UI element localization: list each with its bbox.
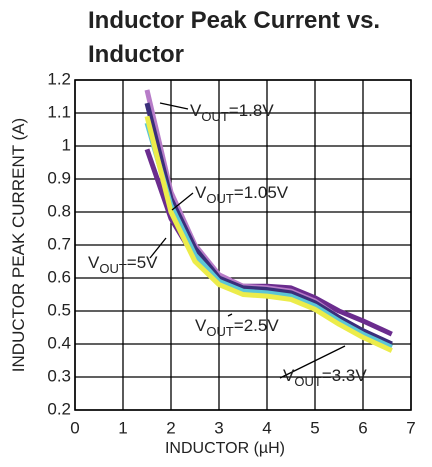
y-tick-label: 0.6 [47, 267, 71, 286]
annotation-part: =2.5V [234, 316, 280, 335]
annotation-sub: OUT [294, 374, 322, 389]
annotation-part: V [88, 253, 100, 272]
annotation-sub: OUT [99, 261, 127, 276]
annotation-part: V [190, 101, 202, 120]
y-tick-label: 0.8 [47, 201, 71, 220]
y-tick-label: 0.4 [47, 333, 71, 352]
y-tick-label: 0.7 [47, 234, 71, 253]
chart-title: Inductor [88, 41, 184, 68]
annotation-part: =5V [127, 253, 158, 272]
chart-title: Inductor Peak Current vs. [88, 7, 380, 34]
x-tick-label: 6 [358, 418, 367, 437]
y-tick-label: 1 [62, 135, 71, 154]
annotation-part: =1.05V [234, 183, 289, 202]
annotation: VOUT=2.5V [195, 316, 279, 339]
leader-line [159, 102, 189, 110]
x-tick-label: 5 [310, 418, 319, 437]
y-tick-label: 0.3 [47, 366, 71, 385]
series-line [144, 115, 393, 353]
leader-line [227, 313, 233, 317]
annotation-part: V [283, 366, 295, 385]
annotation: VOUT=3.3V [283, 366, 367, 389]
annotation-sub: OUT [206, 324, 234, 339]
annotation-part: =3.3V [322, 366, 368, 385]
plot-frame [74, 79, 412, 411]
y-tick-label: 0.5 [47, 300, 71, 319]
annotation-part: V [195, 183, 207, 202]
annotation-part: V [195, 316, 207, 335]
x-tick-label: 2 [166, 418, 175, 437]
leader-line [279, 345, 346, 379]
leader-line [149, 237, 167, 259]
annotation-sub: OUT [201, 109, 229, 124]
leader-line [171, 192, 194, 211]
y-tick-label: 1.1 [47, 102, 71, 121]
x-axis-label: INDUCTOR (µH) [165, 440, 285, 457]
x-tick-label: 3 [214, 418, 223, 437]
series-line [144, 89, 393, 347]
y-tick-label: 0.2 [47, 399, 71, 418]
x-tick-label: 7 [406, 418, 415, 437]
x-tick-label: 1 [118, 418, 127, 437]
y-axis-label: INDUCTOR PEAK CURRENT (A) [9, 118, 28, 372]
annotation: VOUT=1.05V [195, 183, 289, 206]
y-tick-label: 0.9 [47, 168, 71, 187]
series-line [144, 122, 393, 350]
x-tick-label: 4 [262, 418, 271, 437]
y-tick-label: 1.2 [47, 69, 71, 88]
x-tick-label: 0 [70, 418, 79, 437]
annotation: VOUT=1.8V [190, 101, 274, 124]
annotation: VOUT=5V [88, 253, 158, 276]
annotation-sub: OUT [206, 191, 234, 206]
annotation-part: =1.8V [229, 101, 275, 120]
series-line [144, 102, 393, 347]
